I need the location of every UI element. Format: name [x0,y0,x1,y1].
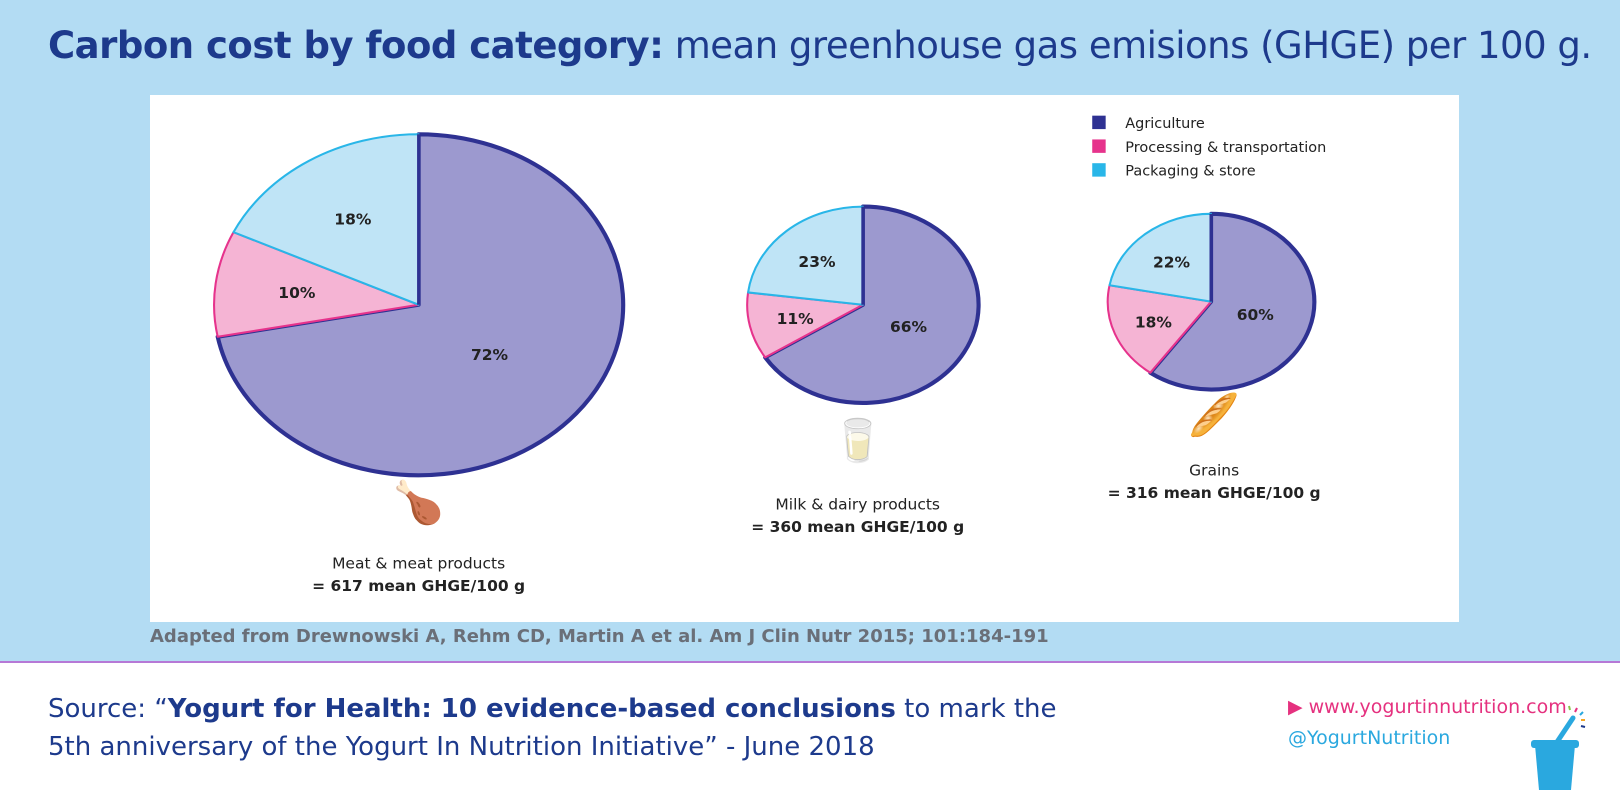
website-text[interactable]: www.yogurtinnutrition.com [1308,696,1567,718]
pie-slice [232,133,420,306]
pie-slice [747,205,864,306]
source-line2: 5th anniversary of the Yogurt In Nutriti… [48,732,875,762]
slice-label: 66% [890,318,928,336]
category-name: Milk & dairy products [775,495,940,513]
legend-swatch [1092,139,1106,153]
legend-label: Agriculture [1125,116,1205,132]
pie-slice [1148,211,1317,392]
pie-slice [1108,212,1213,303]
attribution: Adapted from Drewnowski A, Rehm CD, Mart… [150,626,1049,647]
slice-label: 60% [1237,306,1275,324]
source-rest: to mark the [895,694,1057,724]
website-link[interactable]: ▶ www.yogurtinnutrition.com [1288,696,1567,718]
page-title: Carbon cost by food category: mean green… [48,24,1592,67]
source-bold: Yogurt for Health: 10 evidence-based con… [167,694,896,724]
slice-label: 18% [334,211,372,229]
legend-swatch [1092,163,1106,177]
legend-label: Packaging & store [1125,164,1255,180]
source-prefix: Source: “ [48,694,168,724]
category-name: Grains [1189,461,1239,479]
slice-label: 23% [798,253,836,271]
pie-slice [215,132,626,478]
pie-slice [746,291,864,359]
pie-slice [213,231,420,338]
pie-slice [763,204,981,405]
yogurt-cup-logo-icon [1531,705,1586,790]
legend-label: Processing & transportation [1125,140,1326,156]
title-rest: mean greenhouse gas emisions (GHGE) per … [663,24,1592,67]
source-text: Source: “Yogurt for Health: 10 evidence-… [48,690,1057,766]
pie-charts: 72% 10% 18% 🍗 Meat & meat products = 617 mean… [213,115,1326,595]
chart-panel: 72% 10% 18% 🍗 Meat & meat products = 617 mean… [150,95,1459,622]
twitter-handle[interactable]: @YogurtNutrition [1288,727,1451,749]
play-arrow-icon: ▶ [1288,696,1303,718]
food-icon: 🥛 [832,417,883,465]
legend-swatch [1092,115,1106,130]
food-icon: 🥖 [1188,391,1239,439]
slice-label: 11% [777,310,815,328]
category-name: Meat & meat products [332,554,505,572]
header-band: Carbon cost by food category: mean green… [0,0,1620,662]
pie-slice [1106,284,1213,374]
category-value: = 360 mean GHGE/100 g [751,518,964,536]
divider [0,661,1620,663]
category-value: = 617 mean GHGE/100 g [312,577,525,595]
category-value: = 316 mean GHGE/100 g [1108,484,1321,502]
slice-label: 18% [1135,313,1173,331]
food-icon: 🍗 [393,479,444,527]
slice-label: 22% [1153,253,1191,271]
title-bold: Carbon cost by food category: [48,24,664,67]
slice-label: 72% [471,346,509,364]
slice-label: 10% [278,284,316,302]
